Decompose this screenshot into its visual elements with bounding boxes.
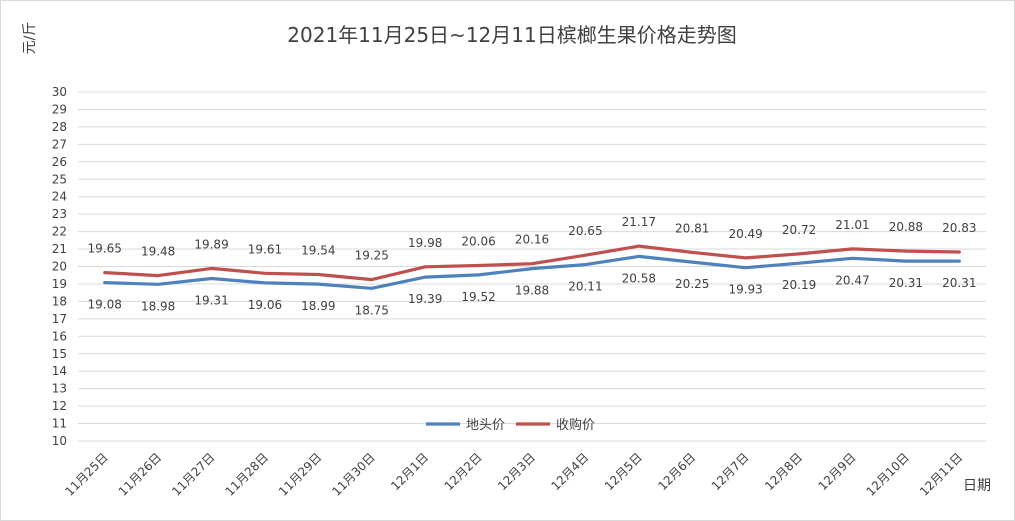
series-lines [103, 244, 961, 290]
data-label: 20.83 [942, 221, 976, 235]
data-label: 20.31 [942, 276, 976, 290]
x-tick-label: 12月6日 [655, 450, 698, 493]
chart-title: 2021年11月25日~12月11日槟榔生果价格走势图 [287, 23, 736, 47]
x-tick-label: 12月5日 [602, 450, 645, 493]
x-tick-label: 11月30日 [329, 450, 377, 498]
x-tick-label: 12月10日 [864, 450, 912, 498]
data-label: 19.93 [728, 283, 762, 297]
y-tick-label: 22 [52, 225, 67, 239]
data-label: 19.54 [301, 244, 335, 258]
data-label: 20.81 [675, 221, 709, 235]
y-tick-label: 12 [52, 399, 67, 413]
series-line-purchase-price [103, 244, 961, 282]
x-tick-label: 12月7日 [709, 450, 752, 493]
x-tick-label: 12月1日 [388, 450, 431, 493]
y-tick-label: 25 [52, 172, 67, 186]
y-tick-label: 27 [52, 137, 67, 151]
y-tick-label: 14 [52, 364, 67, 378]
data-label: 19.06 [248, 298, 282, 312]
legend-label: 地头价 [466, 418, 505, 433]
data-label: 19.48 [141, 245, 175, 259]
y-tick-label: 15 [52, 347, 67, 361]
y-tick-label: 11 [52, 417, 67, 431]
data-label: 19.88 [515, 284, 549, 298]
data-label: 20.88 [889, 220, 923, 234]
y-tick-label: 13 [52, 382, 67, 396]
x-tick-label: 12月2日 [442, 450, 485, 493]
y-tick-label: 26 [52, 155, 67, 169]
y-tick-label: 18 [52, 294, 67, 308]
y-tick-label: 24 [52, 190, 67, 204]
data-label: 20.16 [515, 233, 549, 247]
data-label: 19.65 [88, 242, 122, 256]
y-tick-label: 30 [52, 85, 67, 99]
data-label: 19.25 [355, 249, 389, 263]
data-label: 20.31 [889, 276, 923, 290]
data-label: 18.98 [141, 299, 175, 313]
y-tick-label: 29 [52, 102, 67, 116]
legend: 地头价 收购价 [426, 417, 595, 433]
data-label: 18.75 [355, 303, 389, 317]
y-tick-label: 28 [52, 120, 67, 134]
x-axis-label: 日期 [963, 478, 991, 494]
x-tick-label: 11月29日 [276, 450, 324, 498]
data-label: 20.58 [622, 271, 656, 285]
data-labels: 19.08 18.98 19.31 19.06 18.99 18.75 19.39 19.52… [88, 215, 977, 317]
y-axis-label: 元/斤 [22, 22, 38, 55]
data-label: 21.17 [622, 215, 656, 229]
y-tick-label: 16 [52, 329, 67, 343]
y-tick-label: 19 [52, 277, 67, 291]
data-label: 20.49 [728, 227, 762, 241]
x-tick-label: 12月4日 [548, 450, 591, 493]
y-tick-label: 23 [52, 207, 67, 221]
y-tick-label: 17 [52, 312, 67, 326]
data-label: 19.31 [194, 294, 228, 308]
data-label: 19.61 [248, 242, 282, 256]
x-tick-label: 11月27日 [169, 450, 217, 498]
series-line-ground-price [103, 254, 961, 290]
data-label: 19.98 [408, 236, 442, 250]
data-label: 19.52 [461, 290, 495, 304]
data-label: 19.39 [408, 292, 442, 306]
data-label: 20.72 [782, 223, 816, 237]
x-tick-label: 11月25日 [62, 450, 110, 498]
data-label: 20.11 [568, 280, 602, 294]
legend-label: 收购价 [556, 417, 595, 433]
y-tick-label: 10 [52, 434, 67, 448]
data-label: 20.25 [675, 277, 709, 291]
x-tick-label: 12月3日 [495, 450, 538, 493]
data-label: 20.47 [835, 273, 869, 287]
y-axis-ticks: 10 11 12 13 14 15 16 17 18 19 20 21 22 23 24 25 26 27 28 29… [52, 85, 67, 448]
x-tick-label: 12月11日 [917, 450, 965, 498]
data-label: 21.01 [835, 218, 869, 232]
y-tick-label: 21 [52, 242, 67, 256]
y-tick-label: 20 [52, 260, 67, 274]
data-label: 20.65 [568, 224, 602, 238]
data-label: 19.08 [88, 298, 122, 312]
x-axis-ticks: 11月25日 11月26日 11月27日 11月28日 11月29日 11月30日 12月1… [62, 450, 965, 498]
data-label: 20.06 [461, 234, 495, 248]
x-tick-label: 11月28日 [223, 450, 271, 498]
data-label: 19.89 [194, 237, 228, 251]
data-label: 20.19 [782, 278, 816, 292]
data-label: 18.99 [301, 299, 335, 313]
x-tick-label: 12月9日 [816, 450, 859, 493]
grid [78, 91, 986, 442]
x-tick-label: 12月8日 [762, 450, 805, 493]
x-tick-label: 11月26日 [116, 450, 164, 498]
